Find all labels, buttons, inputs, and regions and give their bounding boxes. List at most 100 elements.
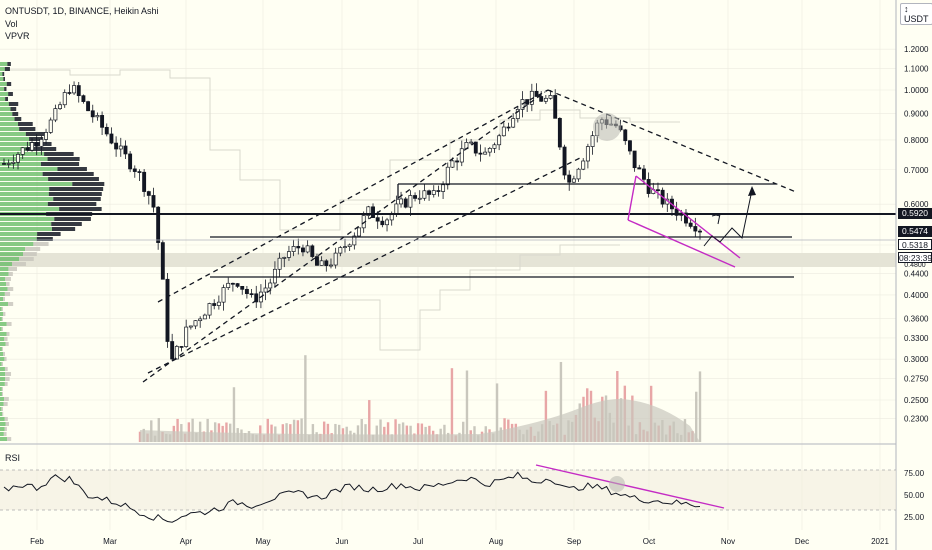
vpvr-bar-up xyxy=(0,402,4,406)
candle-body xyxy=(385,219,389,226)
price-tick-label: 0.4000 xyxy=(904,291,929,300)
candle-body xyxy=(156,206,161,243)
candle-body xyxy=(656,189,660,192)
price-tick-label: 0.9000 xyxy=(904,110,929,119)
volume-bar xyxy=(559,361,563,442)
time-tick-label: Mar xyxy=(103,537,117,546)
volume-bar xyxy=(322,421,326,442)
volume-bar xyxy=(462,421,465,442)
candle-body xyxy=(76,85,81,97)
candle-body xyxy=(160,242,165,280)
vpvr-bar-down xyxy=(1,387,3,391)
vpvr-bar-down xyxy=(7,287,14,291)
volume-bar xyxy=(176,418,179,442)
vpvr-bar-up xyxy=(0,92,9,96)
vpvr-bar-up xyxy=(0,97,6,101)
vpvr-bar-up xyxy=(0,337,5,341)
rsi-highlight-circle xyxy=(609,476,625,492)
vpvr-bar-up xyxy=(0,417,5,421)
vpvr-bar-up xyxy=(0,292,5,296)
candle-body xyxy=(403,198,408,208)
vpvr-bar-down xyxy=(3,312,6,316)
candle-body xyxy=(445,166,450,186)
candle-body xyxy=(244,288,249,295)
candle-body xyxy=(688,222,693,227)
vpvr-bar-down xyxy=(59,207,102,211)
vpvr-bar-up xyxy=(0,342,6,346)
candle-body xyxy=(343,246,347,248)
volume-bar xyxy=(300,418,303,442)
price-tag-partial: 0.4800 xyxy=(904,262,926,269)
vpvr-bar-down xyxy=(6,282,10,286)
candlestick-series xyxy=(2,81,702,362)
volume-bar xyxy=(157,418,160,442)
price-tick-label: 0.2500 xyxy=(904,396,929,405)
vpvr-bar-down xyxy=(4,67,10,71)
vpvr-bar-up xyxy=(0,282,7,286)
volume-bar xyxy=(285,423,288,442)
rsi-axis: 75.00 50.00 25.00 xyxy=(904,469,925,522)
vpvr-legend[interactable]: VPVR xyxy=(5,31,30,41)
volume-bar xyxy=(409,425,412,442)
vpvr-bar-up xyxy=(0,87,5,91)
vpvr-bar-down xyxy=(5,97,9,101)
vpvr-bar-down xyxy=(18,122,33,126)
candle-body xyxy=(2,163,6,165)
channel-upper-line xyxy=(157,89,549,303)
vpvr-bar-down xyxy=(1,347,3,351)
price-tick-label: 0.8000 xyxy=(904,136,929,145)
vpvr-bar-up xyxy=(0,317,2,321)
vpvr-bar-up xyxy=(0,117,15,121)
volume-bar xyxy=(695,391,698,442)
volume-bar xyxy=(296,420,300,442)
vpvr-bar-up xyxy=(0,362,2,366)
candle-body xyxy=(277,257,282,270)
vpvr-value-area xyxy=(0,253,896,267)
volume-bar xyxy=(698,371,702,442)
candle-body xyxy=(174,346,179,360)
vpvr-bar-up xyxy=(0,142,30,146)
vpvr-bar-down xyxy=(8,302,14,306)
vpvr-bar-down xyxy=(47,157,80,161)
vpvr-bar-down xyxy=(37,232,61,236)
vpvr-bar-down xyxy=(48,177,99,181)
time-tick-label: May xyxy=(255,537,270,546)
vpvr-bar-up xyxy=(0,62,8,66)
vpvr-bar-down xyxy=(1,327,3,331)
time-tick-label: Nov xyxy=(721,537,735,546)
vpvr-bar-down xyxy=(6,332,10,336)
price-tick-label: 1.1000 xyxy=(904,65,929,74)
vpvr-bar-up xyxy=(0,332,7,336)
vpvr-bar-up xyxy=(0,307,2,311)
rsi-tick-label: 25.00 xyxy=(904,513,925,522)
vpvr-step-line-2 xyxy=(300,244,620,351)
candle-body xyxy=(146,191,151,196)
candle-body xyxy=(67,92,72,94)
candle-body xyxy=(394,203,399,214)
currency-button[interactable]: ↕ USDT xyxy=(900,3,932,25)
vpvr-bar-down xyxy=(1,317,3,321)
time-axis[interactable]: Feb Mar Apr May Jun Jul Aug Sep Oct Nov Dec 2021 xyxy=(30,537,889,546)
candle-body xyxy=(501,126,506,137)
candle-body xyxy=(188,325,193,328)
vpvr-bar-down xyxy=(4,367,8,371)
candle-body xyxy=(338,247,343,254)
vpvr-bar-down xyxy=(2,412,4,416)
currency-label: USDT xyxy=(904,14,929,24)
candle-body xyxy=(268,282,273,289)
vpvr-bar-down xyxy=(72,182,105,186)
vpvr-bar-up xyxy=(0,77,4,81)
vpvr-bar-up xyxy=(0,72,3,76)
vpvr-bar-up xyxy=(0,147,28,151)
rsi-legend[interactable]: RSI xyxy=(5,453,21,463)
vpvr-bar-up xyxy=(0,127,20,131)
vpvr-bar-up xyxy=(0,387,2,391)
candle-body xyxy=(352,235,357,246)
vol-legend[interactable]: Vol xyxy=(5,19,18,29)
candle-body xyxy=(511,118,516,128)
time-tick-label: Jun xyxy=(336,537,349,546)
vpvr-bar-up xyxy=(0,217,55,221)
symbol-legend[interactable]: ONTUSDT, 1D, BINANCE, Heikin Ashi xyxy=(5,5,159,17)
vpvr-bar-up xyxy=(0,197,54,201)
